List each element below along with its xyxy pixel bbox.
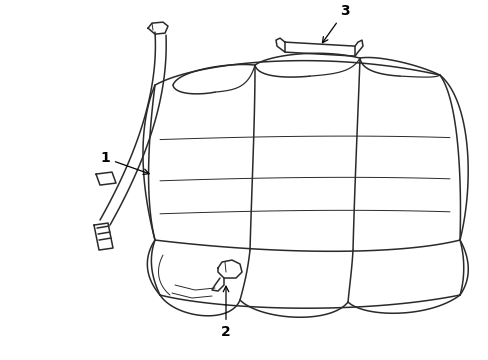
Text: 2: 2 [221, 286, 230, 339]
Text: 3: 3 [322, 4, 349, 43]
Text: 1: 1 [100, 151, 149, 175]
